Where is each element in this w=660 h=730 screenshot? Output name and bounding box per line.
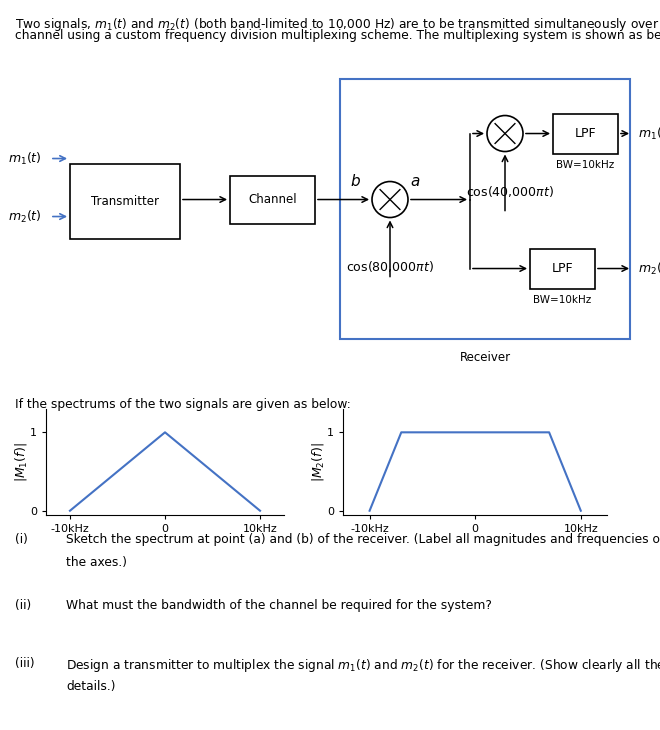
Text: Transmitter: Transmitter bbox=[91, 194, 159, 207]
Text: LPF: LPF bbox=[552, 262, 574, 275]
Text: Design a transmitter to multiplex the signal $m_1(t)$ and $m_2(t)$ for the recei: Design a transmitter to multiplex the si… bbox=[66, 657, 660, 674]
Text: LPF: LPF bbox=[575, 127, 597, 140]
Text: Two signals, $m_1(t)$ and $m_2(t)$ (both band-limited to 10,000 Hz) are to be tr: Two signals, $m_1(t)$ and $m_2(t)$ (both… bbox=[15, 16, 660, 33]
Text: BW=10kHz: BW=10kHz bbox=[556, 160, 614, 169]
Text: channel using a custom frequency division multiplexing scheme. The multiplexing : channel using a custom frequency divisio… bbox=[15, 29, 660, 42]
Text: details.): details.) bbox=[66, 680, 115, 694]
Y-axis label: $|M_2(f)|$: $|M_2(f)|$ bbox=[310, 442, 326, 482]
Bar bbox=[553, 114, 618, 153]
Circle shape bbox=[372, 182, 408, 218]
Text: $m_1(t)$: $m_1(t)$ bbox=[8, 150, 42, 166]
Text: (i): (i) bbox=[15, 533, 28, 546]
Text: If the spectrums of the two signals are given as below:: If the spectrums of the two signals are … bbox=[15, 398, 350, 411]
Y-axis label: $|M_1(f)|$: $|M_1(f)|$ bbox=[13, 442, 29, 482]
Text: BW=10kHz: BW=10kHz bbox=[533, 294, 591, 304]
Text: $\cos(80{,}000\pi t)$: $\cos(80{,}000\pi t)$ bbox=[346, 258, 434, 274]
Bar bbox=[70, 164, 180, 239]
Text: the axes.): the axes.) bbox=[66, 556, 127, 569]
Text: Channel: Channel bbox=[248, 193, 297, 206]
Text: (iii): (iii) bbox=[15, 657, 34, 670]
Bar bbox=[530, 248, 595, 288]
Text: $\cos(40{,}000\pi t)$: $\cos(40{,}000\pi t)$ bbox=[466, 183, 554, 199]
Circle shape bbox=[487, 115, 523, 152]
Text: What must the bandwidth of the channel be required for the system?: What must the bandwidth of the channel b… bbox=[66, 599, 492, 612]
Text: $m_2(t)$: $m_2(t)$ bbox=[8, 209, 42, 225]
Bar bbox=[340, 79, 630, 339]
Text: $m_1(t)$: $m_1(t)$ bbox=[638, 126, 660, 142]
Text: Receiver: Receiver bbox=[459, 350, 511, 364]
Text: $a$: $a$ bbox=[410, 174, 420, 188]
Bar bbox=[230, 175, 315, 223]
Text: Sketch the spectrum at point (a) and (b) of the receiver. (Label all magnitudes : Sketch the spectrum at point (a) and (b)… bbox=[66, 533, 660, 546]
Text: (ii): (ii) bbox=[15, 599, 31, 612]
Text: $b$: $b$ bbox=[350, 172, 360, 188]
Text: $m_2(t)$: $m_2(t)$ bbox=[638, 261, 660, 277]
